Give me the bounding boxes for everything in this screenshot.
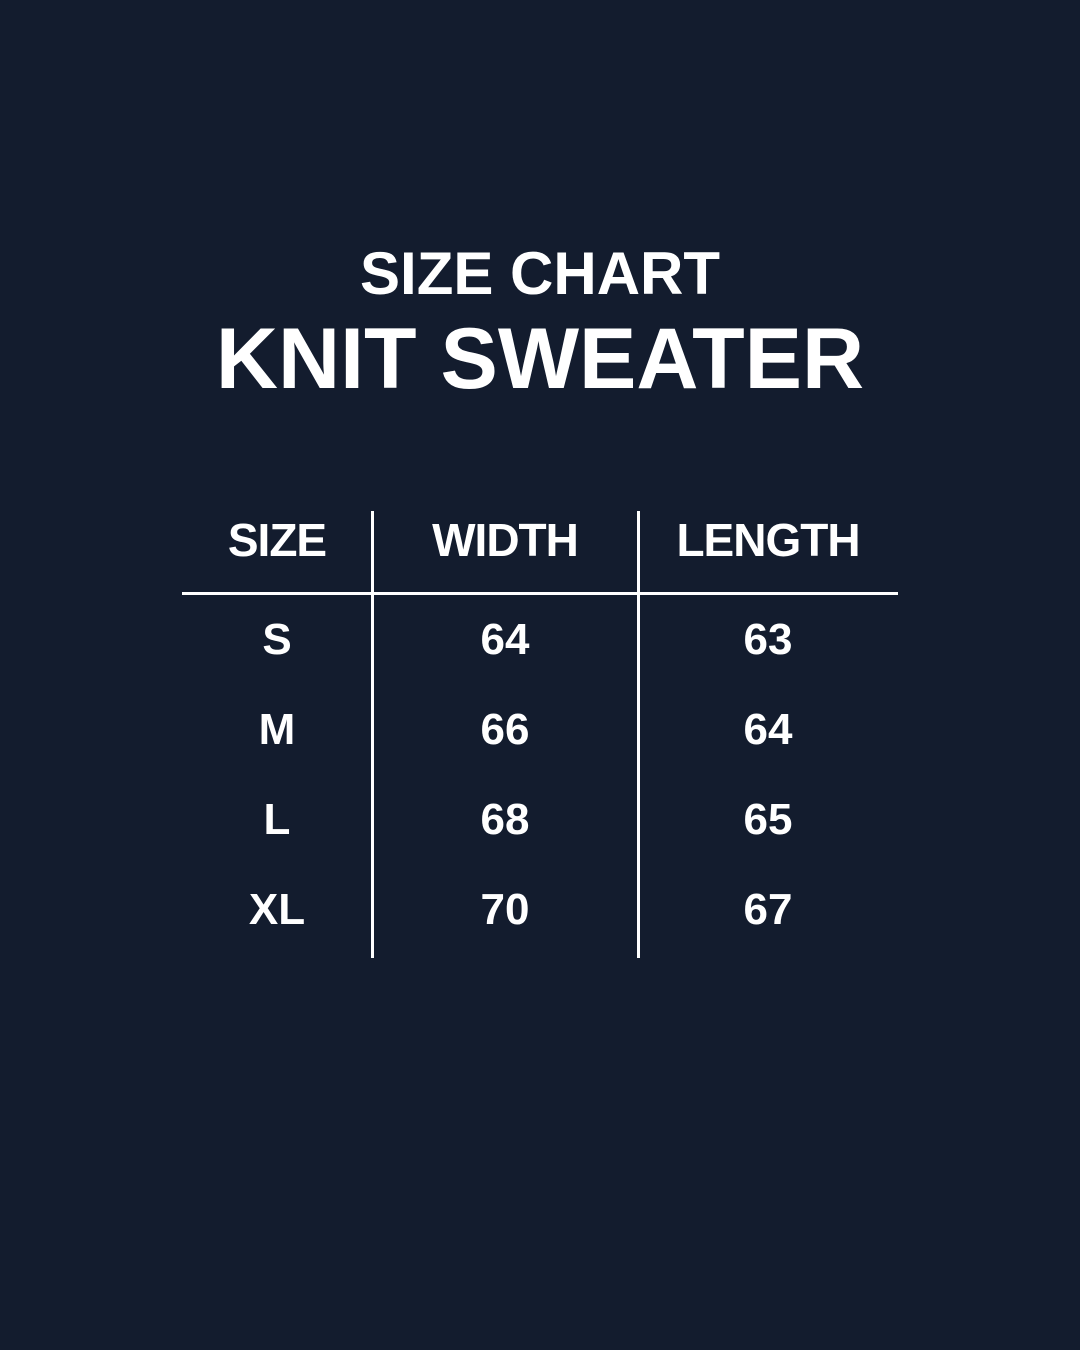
header-length: LENGTH xyxy=(676,514,860,566)
length-cell: 65 xyxy=(743,795,793,844)
width-cell: 70 xyxy=(480,885,530,934)
width-cell: 68 xyxy=(480,795,530,844)
size-chart-subtitle: SIZE CHART xyxy=(360,240,720,307)
column-divider xyxy=(637,511,640,958)
size-cell: S xyxy=(262,615,292,664)
header-divider xyxy=(182,592,898,595)
product-title: KNIT SWEATER xyxy=(215,311,865,407)
size-cell: XL xyxy=(248,885,306,934)
length-cell: 64 xyxy=(743,705,793,754)
header-width: WIDTH xyxy=(432,514,579,566)
size-cell: M xyxy=(258,705,296,754)
header-size: SIZE xyxy=(227,514,327,566)
column-divider xyxy=(371,511,374,958)
size-cell: L xyxy=(263,795,291,844)
width-cell: 64 xyxy=(480,615,530,664)
width-cell: 66 xyxy=(480,705,530,754)
length-cell: 67 xyxy=(743,885,793,934)
length-cell: 63 xyxy=(743,615,793,664)
